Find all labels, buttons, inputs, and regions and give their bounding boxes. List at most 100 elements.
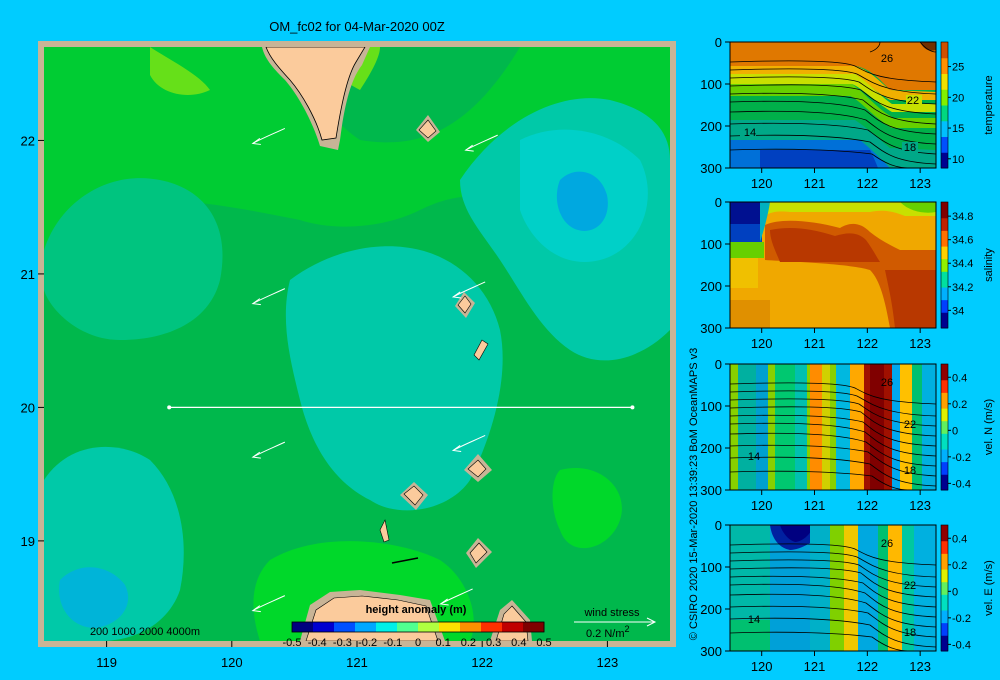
colorbar-tick-label: 0 [952, 586, 958, 598]
colorbar-cell [941, 534, 948, 539]
wind-arrow-head [251, 605, 261, 613]
colorbar-cell [941, 230, 948, 234]
colorbar-cell [941, 471, 948, 475]
colorbar-cell [460, 622, 465, 632]
x-tick-label: 120 [751, 498, 773, 513]
colorbar-cell [941, 392, 948, 396]
contour-label: 18 [904, 627, 916, 639]
colorbar-cell [941, 296, 948, 301]
y-tick-label: 0 [715, 35, 722, 50]
colorbar-tick-label: 0.4 [511, 637, 526, 649]
colorbar-cell [941, 105, 948, 109]
colorbar-cell [535, 622, 541, 632]
wind-arrow [251, 288, 286, 306]
wind-arrow [451, 281, 486, 299]
y-tick-label: 21 [21, 267, 35, 282]
colorbar-cell [941, 111, 948, 115]
colorbar-cell [941, 610, 948, 614]
colorbar-frame [940, 524, 949, 652]
colorbar-cell [941, 635, 948, 639]
colorbar-cell [941, 70, 948, 74]
colorbar-tick-label: 25 [952, 62, 964, 74]
colorbar-cell [308, 622, 314, 632]
colorbar-cell [497, 622, 503, 632]
colorbar-cell [941, 389, 948, 393]
colorbar-cell [531, 622, 537, 632]
wind-arrow-head [451, 291, 462, 299]
colorbar-cell [941, 414, 948, 419]
wind-arrow-head [251, 138, 261, 145]
colorbar-cell [384, 622, 390, 632]
colorbar-cell [941, 395, 948, 400]
colorbar-cell [409, 622, 415, 632]
colorbar-cell [941, 305, 948, 310]
colorbar-cell [941, 86, 948, 90]
contour-label: 18 [904, 465, 916, 477]
colorbar-cell [941, 625, 948, 630]
x-tick-label: 123 [909, 176, 931, 191]
colorbar-cell [941, 445, 948, 450]
colorbar-cell [941, 324, 948, 329]
colorbar-cell [527, 622, 532, 632]
wind-arrow [251, 595, 286, 613]
colorbar-cell [941, 417, 948, 422]
colorbar-cell [502, 622, 507, 632]
x-tick-label: 121 [804, 498, 826, 513]
colorbar-cell [941, 145, 948, 150]
height-anomaly-colorbar: height anomaly (m) -0.5 -0.4 -0.3 -0.2 -0.1 0… [283, 604, 552, 649]
contour-label: 26 [881, 53, 893, 65]
colorbar-cell [941, 436, 948, 441]
colorbar-cell [296, 622, 301, 632]
colorbar-cell [539, 622, 545, 632]
colorbar-cell [300, 622, 306, 632]
colorbar-cell [941, 261, 948, 266]
colorbar-cell [941, 373, 948, 378]
y-tick-label: 0 [715, 357, 722, 372]
colorbar-cell [941, 114, 948, 119]
colorbar-cell [941, 379, 948, 384]
colorbar-cell [338, 622, 343, 632]
colorbar-cell [941, 82, 948, 87]
colorbar-cell [489, 622, 495, 632]
colorbar-frame [940, 363, 949, 491]
section-salinity [729, 201, 937, 329]
colorbar-tick-label: 0 [415, 637, 421, 649]
colorbar-cell [447, 622, 453, 632]
wind-arrow [251, 127, 286, 145]
colorbar-cell [941, 584, 948, 589]
y-tick-label: 0 [715, 195, 722, 210]
wind-arrow [451, 434, 486, 452]
colorbar-cell [941, 382, 948, 387]
colorbar-cell [313, 622, 318, 632]
colorbar-cell [941, 588, 948, 592]
y-tick-label: 100 [700, 237, 722, 252]
colorbar-cell [941, 411, 948, 415]
colorbar-cell [941, 255, 948, 260]
colorbar-tick-label: 0.5 [536, 637, 551, 649]
colorbar-cell [941, 239, 948, 244]
colorbar-cell [941, 455, 948, 459]
wind-arrow-head [251, 298, 261, 306]
colorbar-cell [941, 386, 948, 390]
colorbar-cell [941, 408, 948, 412]
colorbar-tick-label: -0.3 [333, 637, 352, 649]
colorbar-cell [941, 133, 948, 137]
colorbar-cell [304, 622, 310, 632]
colorbar-cell [342, 622, 348, 632]
colorbar-cell [941, 42, 948, 46]
colorbar-cell [941, 149, 948, 153]
colorbar-cell [397, 622, 402, 632]
colorbar-cell [325, 622, 331, 632]
wind-arrow [464, 134, 498, 152]
colorbar-cell [346, 622, 352, 632]
colorbar-cell [941, 613, 948, 617]
colorbar-tick-label: -0.2 [358, 637, 377, 649]
colorbar-cell [941, 565, 948, 570]
colorbar-cell [329, 622, 335, 632]
colorbar-cell [468, 622, 474, 632]
colorbar-cell [941, 474, 948, 478]
colorbar-cell [941, 321, 948, 326]
y-tick-label: 0 [715, 518, 722, 533]
section-temperature: 26 22 18 14 [729, 41, 937, 169]
colorbar-cell [941, 525, 948, 529]
